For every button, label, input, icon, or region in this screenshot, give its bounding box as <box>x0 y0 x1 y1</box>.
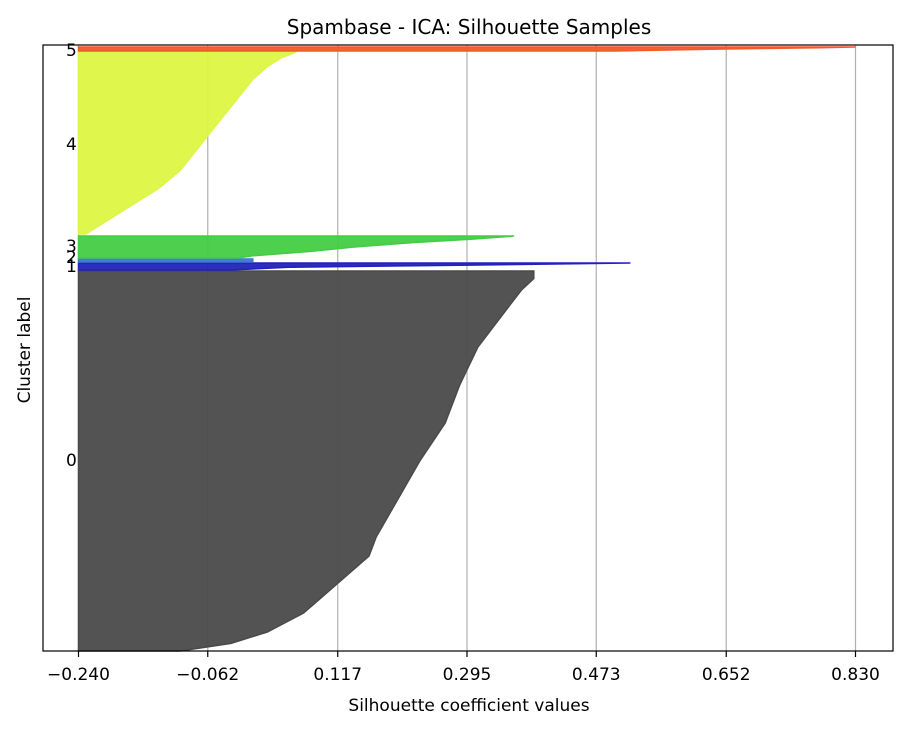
cluster-5-silhouette <box>77 46 856 52</box>
cluster-label-3: 3 <box>66 237 77 257</box>
x-tick-label-1: −0.062 <box>176 665 239 685</box>
cluster-labels: 0 123 4 5 <box>66 41 77 471</box>
cluster-label-1: 1 <box>66 257 77 277</box>
plot-frame <box>42 44 894 652</box>
x-axis-title: Silhouette coefficient values <box>348 696 589 716</box>
cluster-4-silhouette <box>77 51 297 235</box>
cluster-0-silhouette <box>77 270 535 652</box>
x-tick-label-5: 0.652 <box>702 665 751 685</box>
cluster-2-silhouette <box>77 258 254 263</box>
cluster-silhouettes <box>77 46 856 652</box>
x-tick-label-6: 0.830 <box>831 665 880 685</box>
x-tick-label-4: 0.473 <box>572 665 621 685</box>
chart-title: Spambase - ICA: Silhouette Samples <box>287 15 651 39</box>
y-axis-title: Cluster label <box>15 297 35 404</box>
cluster-3-silhouette <box>77 235 515 259</box>
x-tick-label-3: 0.295 <box>443 665 492 685</box>
cluster-label-4: 4 <box>66 135 77 155</box>
cluster-label-2: 2 <box>66 248 77 268</box>
x-tick-label-2: 0.117 <box>313 665 362 685</box>
x-axis-ticks: −0.240 −0.062 0.117 0.295 0.473 0.652 0.830 <box>47 651 880 685</box>
x-tick-label-0: −0.240 <box>47 665 110 685</box>
cluster-label-5: 5 <box>66 41 77 61</box>
cluster-1-silhouette <box>77 262 631 271</box>
cluster-label-0: 0 <box>66 451 77 471</box>
